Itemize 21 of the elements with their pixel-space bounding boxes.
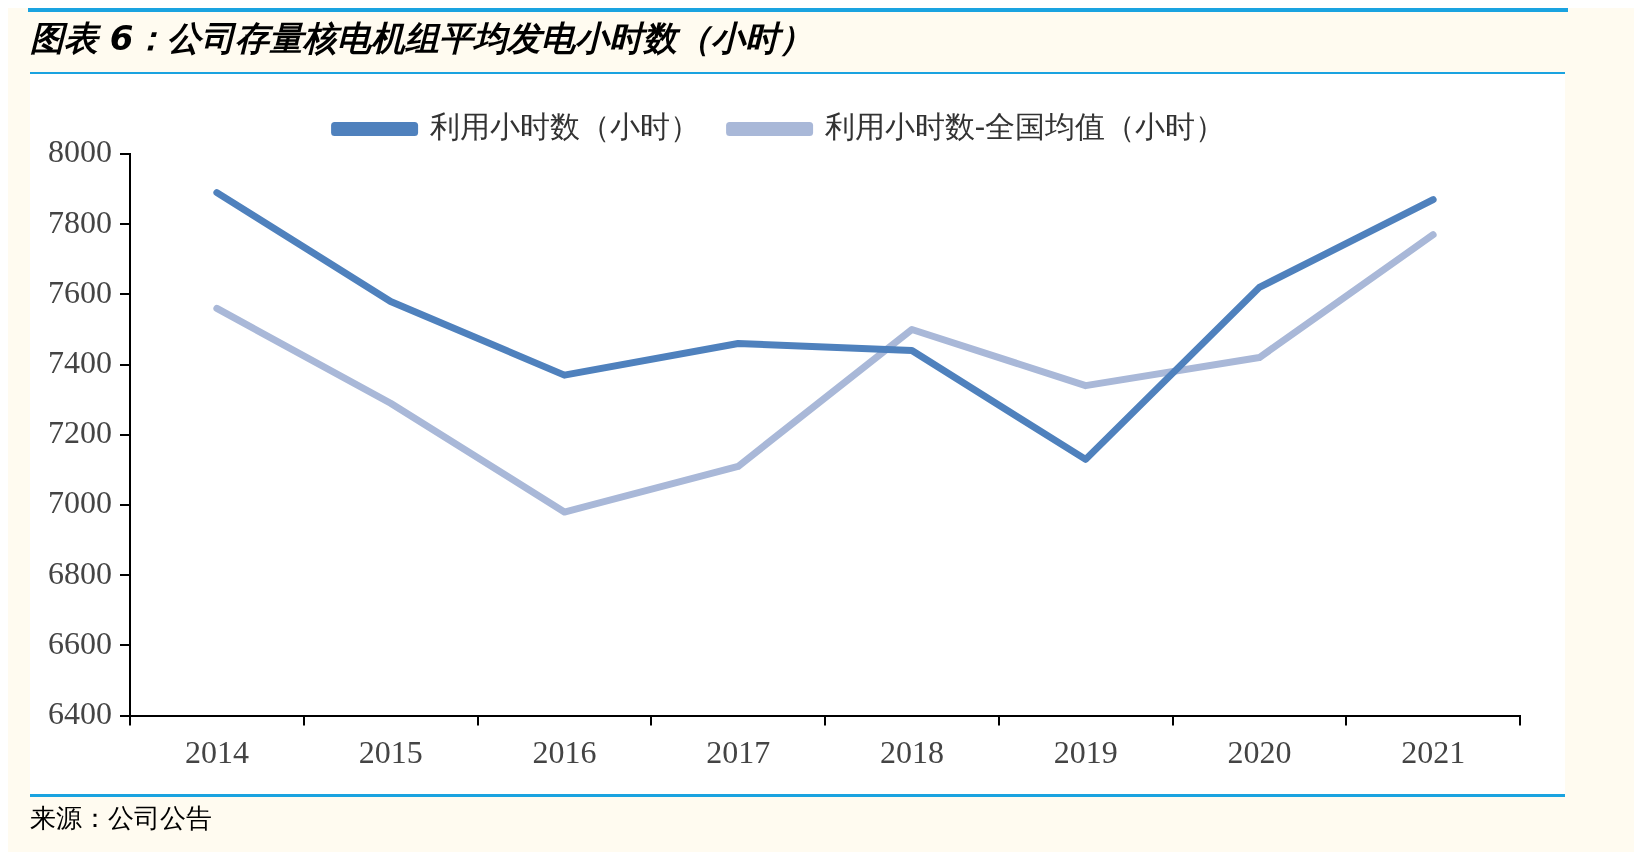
x-tick-label: 2015 — [358, 734, 423, 771]
x-tick-label: 2016 — [532, 734, 597, 771]
y-tick-label: 6600 — [48, 624, 112, 661]
legend-label: 利用小时数（小时） — [429, 108, 700, 144]
x-tick-label: 2017 — [706, 734, 771, 771]
x-tick-label: 2014 — [184, 734, 249, 771]
y-tick-label: 8000 — [48, 133, 112, 170]
chart-title: 图表 6：公司存量核电机组平均发电小时数（小时） — [29, 17, 815, 60]
x-tick-label: 2020 — [1227, 734, 1292, 771]
x-tick-label: 2018 — [879, 734, 944, 771]
source-note: 来源：公司公告 — [29, 802, 213, 835]
y-tick-label: 7200 — [48, 414, 112, 451]
y-tick-label: 7800 — [48, 203, 112, 240]
y-tick-label: 6800 — [48, 554, 112, 591]
x-tick-label: 2019 — [1053, 734, 1118, 771]
y-tick-label: 7000 — [48, 484, 112, 521]
y-tick-label: 7600 — [48, 273, 112, 310]
y-tick-label: 6400 — [48, 695, 112, 732]
legend-label: 利用小时数-全国均值（小时） — [824, 108, 1226, 144]
x-tick-label: 2021 — [1401, 734, 1466, 771]
y-tick-label: 7400 — [48, 344, 112, 381]
